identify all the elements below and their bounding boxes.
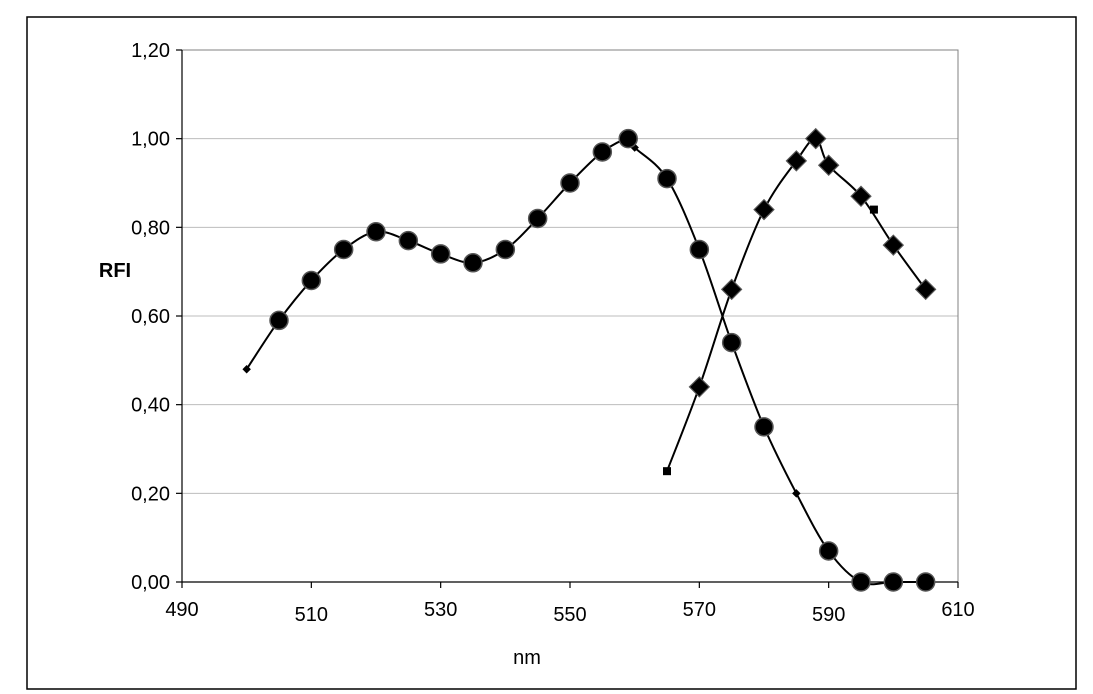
series-2-point (882, 234, 905, 256)
series-2-point (850, 185, 872, 208)
series-1-point (398, 230, 419, 251)
series-1-point (754, 417, 774, 437)
series-1-point (269, 310, 289, 331)
series-1-point (818, 541, 839, 561)
series-1-point (430, 244, 451, 264)
series-1-point (333, 239, 354, 260)
series-1-point (560, 173, 580, 193)
x-tick-label: 510 (295, 604, 328, 626)
series-1-point (721, 332, 742, 353)
series-1-point (592, 142, 613, 162)
series-1-point (689, 239, 710, 260)
series-2-point (869, 205, 878, 214)
x-tick-label: 610 (941, 599, 974, 621)
y-tick-label: 0,60 (131, 306, 170, 328)
axes (176, 49, 959, 588)
x-tick-label: 570 (683, 599, 716, 621)
y-tick-label: 0,20 (131, 483, 170, 505)
series-1-point (915, 572, 936, 592)
series-1-point (851, 572, 871, 592)
y-tick-label: 0,40 (131, 395, 170, 417)
series-2-point (914, 278, 937, 301)
y-axis-title: RFI (99, 260, 131, 282)
series-1-point (242, 364, 251, 374)
x-tick-label: 490 (165, 599, 198, 621)
series-2-point (720, 278, 743, 301)
series-1-point (883, 572, 904, 592)
series-2-point (817, 154, 840, 177)
series-1-point (366, 222, 386, 242)
series-2-point (785, 150, 808, 172)
series-1-point (618, 128, 638, 149)
y-tick-label: 0,80 (131, 217, 170, 239)
tick-labels: 0,00 0,20 0,40 0,60 0,80 1,00 1,20 490 510 530 550… (131, 40, 975, 626)
series-1-point (792, 489, 801, 498)
series (242, 127, 937, 592)
series-1-point (657, 168, 677, 189)
series-2-point (688, 376, 711, 398)
y-tick-label: 0,00 (131, 572, 170, 594)
series-1-point (527, 208, 548, 229)
y-tick-label: 1,00 (131, 129, 170, 151)
x-tick-label: 530 (424, 599, 457, 621)
x-tick-label: 550 (553, 604, 586, 626)
series-1-point (495, 239, 516, 260)
y-tick-label: 1,20 (131, 40, 170, 62)
series-2-point (804, 127, 827, 150)
series-2-point (753, 198, 775, 221)
series-1-point (301, 270, 322, 291)
x-tick-label: 590 (812, 604, 845, 626)
series-1-point (463, 253, 483, 273)
series-2-point (663, 467, 671, 476)
x-axis-title: nm (513, 647, 541, 669)
